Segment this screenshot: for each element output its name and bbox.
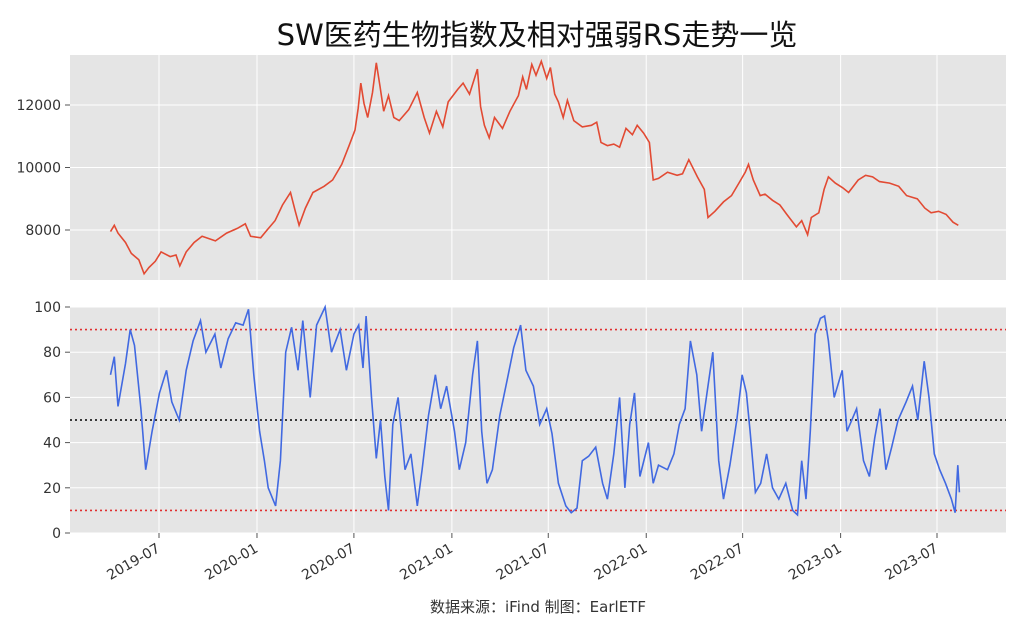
- x-tick-label: 2023-01: [786, 541, 845, 584]
- rs-panel-grid: [70, 306, 1006, 534]
- y-tick-label: 40: [43, 436, 61, 452]
- x-tick-label: 2020-01: [202, 541, 261, 584]
- y-tick-label: 8000: [25, 223, 61, 239]
- x-tick-label: 2023-07: [882, 541, 941, 584]
- index-panel-y-axis: 8000 10000 12000: [16, 98, 70, 239]
- y-tick-label: 20: [43, 481, 61, 497]
- y-tick-label: 0: [52, 526, 61, 542]
- rs-reference-lines: [70, 328, 1006, 512]
- x-tick-label: 2022-07: [688, 541, 747, 584]
- index-panel: 8000 10000 12000: [16, 55, 1006, 280]
- y-tick-label: 80: [43, 345, 61, 361]
- x-tick-label: 2019-07: [104, 541, 163, 584]
- y-tick-label: 12000: [16, 98, 61, 114]
- rs-panel-y-axis: 0 20 40 60 80 100: [34, 300, 70, 542]
- chart-title: SW医药生物指数及相对强弱RS走势一览: [277, 18, 798, 52]
- source-note: 数据来源：iFind 制图：EarlETF: [430, 598, 646, 616]
- y-tick-label: 100: [34, 300, 61, 316]
- index-panel-grid: [70, 104, 1006, 231]
- index-series-line: [109, 58, 959, 276]
- y-tick-label: 10000: [16, 161, 61, 177]
- x-axis: 2019-07 2020-01 2020-07 2021-01 2021-07 2022-…: [104, 533, 941, 584]
- x-tick-label: 2021-01: [397, 541, 456, 584]
- x-tick-label: 2020-07: [299, 541, 358, 584]
- x-tick-label: 2021-07: [494, 541, 553, 584]
- rs-panel: 0 20 40 60 80 100 2019-07 2020-01 2020-07 2021-0…: [34, 300, 1006, 584]
- y-tick-label: 60: [43, 390, 61, 406]
- rs-series-line: [109, 304, 961, 517]
- x-tick-label: 2022-01: [592, 541, 651, 584]
- index-panel-x-grid: [158, 55, 938, 280]
